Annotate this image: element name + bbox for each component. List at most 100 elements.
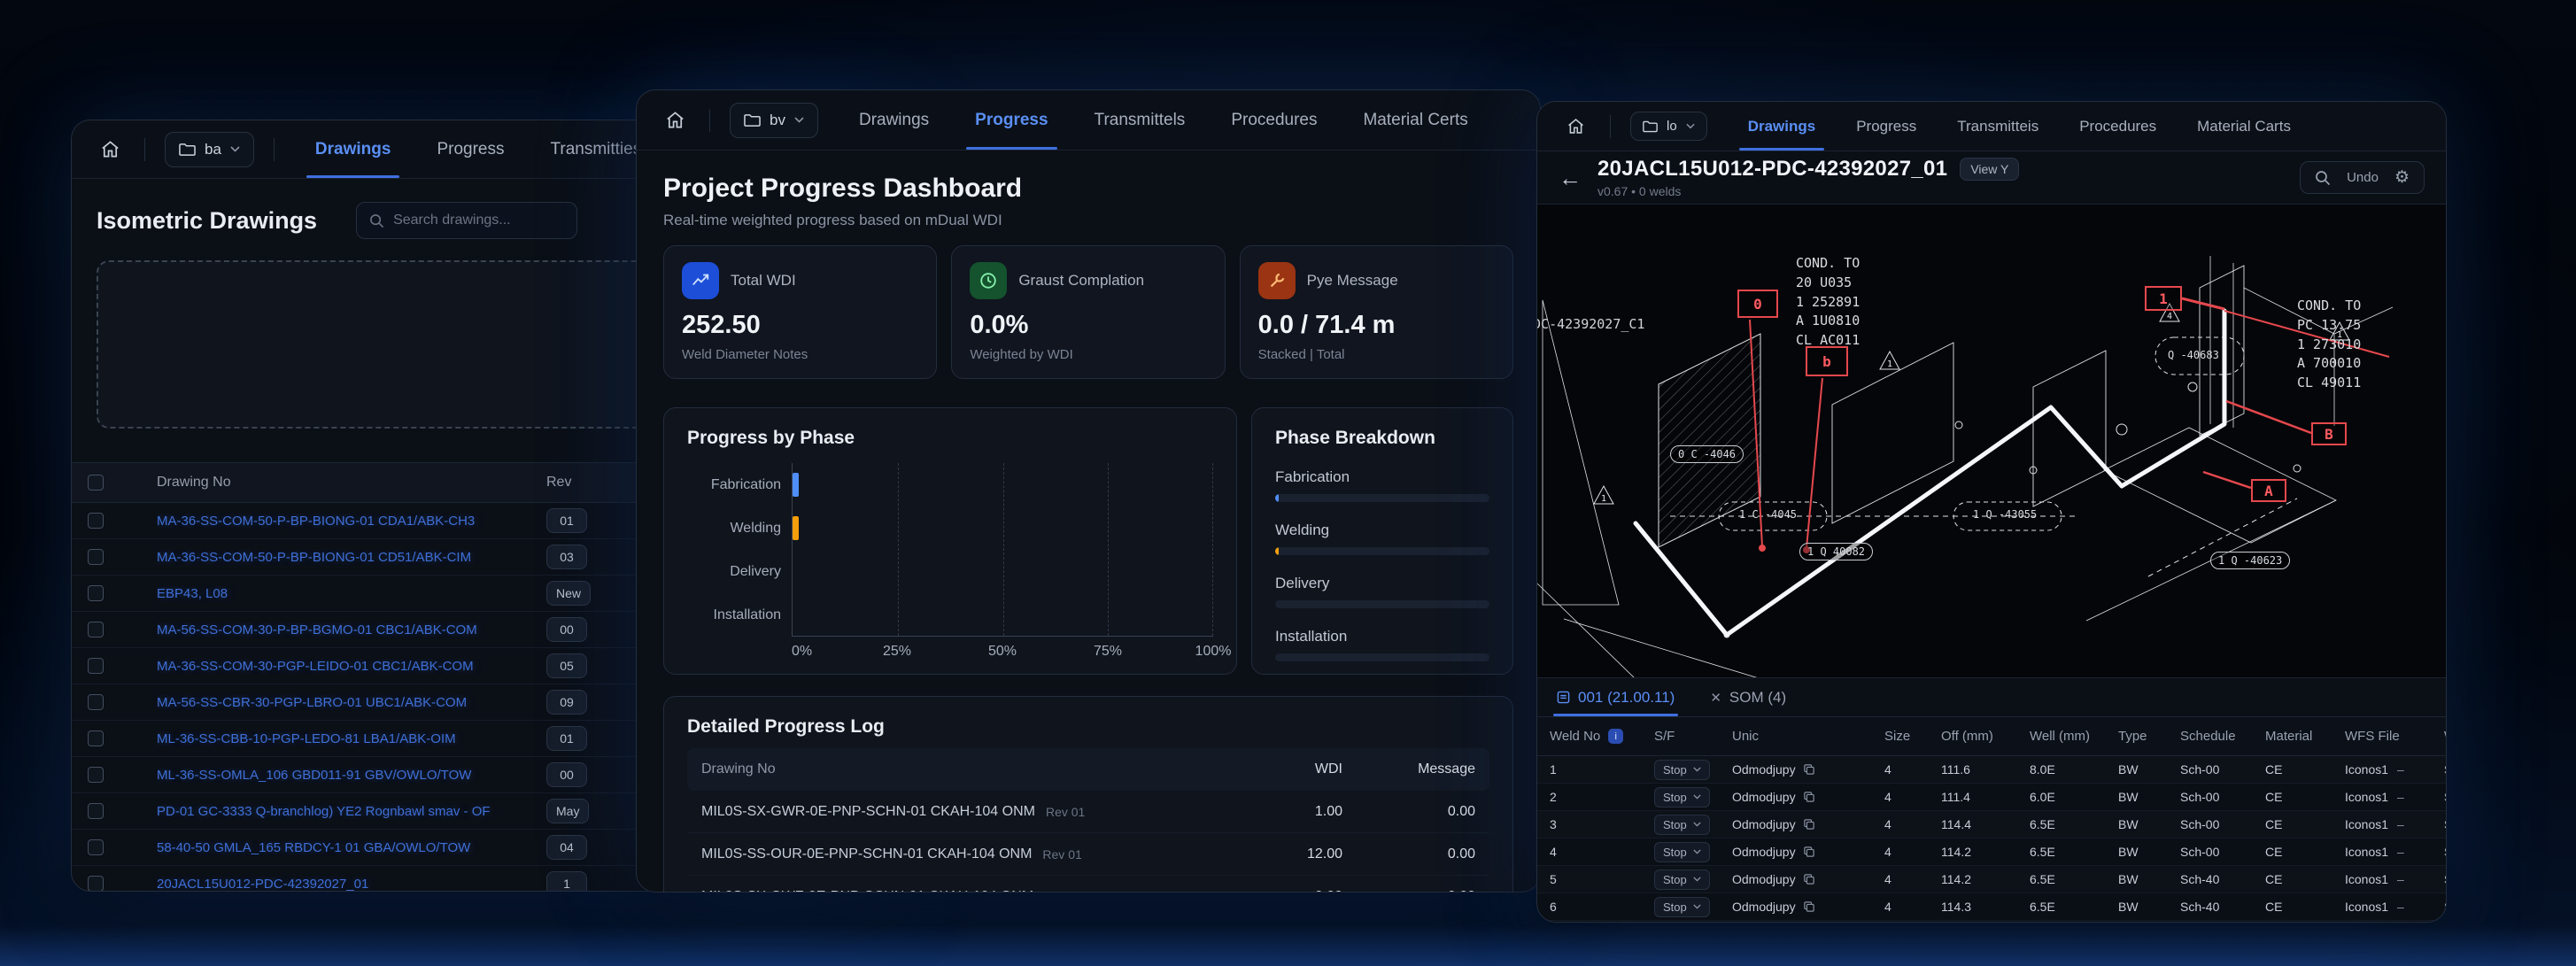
drawing-title: 20JACL15U012-PDC-42392027_01 [1597, 157, 1948, 181]
sheet-tab-active[interactable]: 001 (21.00.11) [1552, 678, 1679, 716]
project-folder-dropdown[interactable]: ba [165, 131, 254, 167]
weld-row[interactable]: 4 Stop Odmodjupy 4 114.2 6.5E BW Sch-00 … [1537, 838, 2446, 866]
sf-select[interactable]: Stop [1654, 869, 1710, 890]
tab-progress[interactable]: Progress [437, 139, 505, 158]
copy-icon[interactable] [1803, 901, 1814, 912]
log-row[interactable]: MIL0S-SX-GWR-0E-PNP-SCHN-01 CKAH-104 ONM… [687, 791, 1489, 833]
tab-drawings[interactable]: Drawings [858, 110, 930, 129]
tab-material-certs[interactable]: Material Certs [1363, 110, 1468, 129]
weld-row[interactable]: 6 Stop Odmodjupy 4 114.3 6.5E BW Sch-40 … [1537, 893, 2446, 921]
drawing-number-link[interactable]: MA-56-SS-CBR-30-PGP-LBRO-01 UBC1/ABK-COM [157, 694, 468, 710]
col-schedule: Schedule [2180, 729, 2236, 744]
tab-transmittals[interactable]: Transmitties [550, 139, 642, 158]
row-checkbox[interactable] [88, 694, 104, 710]
weld-row[interactable]: 1 Stop Odmodjupy 4 111.6 8.0E BW Sch-00 … [1537, 756, 2446, 784]
project-folder-dropdown[interactable]: bv [730, 102, 818, 138]
folder-icon [744, 113, 761, 127]
col-off: Off (mm) [1941, 729, 1993, 744]
log-row[interactable]: MIL0S-SS-OUR-0E-PNP-SCHN-01 CKAH-104 ONM… [687, 833, 1489, 876]
drawing-number-link[interactable]: MA-36-SS-COM-50-P-BP-BIONG-01 CDA1/ABK-C… [157, 513, 476, 529]
drawing-number-link[interactable]: 58-40-50 GMLA_165 RBDCY-1 01 GBA/OWLO/TO… [157, 839, 471, 855]
row-checkbox[interactable] [88, 585, 104, 601]
weld-row[interactable]: 3 Stop Odmodjupy 4 114.4 6.5E BW Sch-00 … [1537, 811, 2446, 838]
size-value: 4 [1884, 790, 1891, 804]
tab-progress[interactable]: Progress [966, 90, 1057, 150]
x-tick: 0% [792, 644, 813, 659]
close-icon[interactable]: ✕ [1710, 690, 1721, 706]
continuation-note: COND. TO 20 U035 1 252891 A 1U0810 CL AC… [1796, 255, 1860, 348]
tab-material-certs[interactable]: Material Carts [2197, 117, 2291, 135]
folder-icon [1643, 120, 1658, 132]
log-wdi-value: 0.00 [1227, 889, 1342, 893]
sf-select[interactable]: Stop [1654, 786, 1710, 808]
weld-no: 6 [1550, 900, 1557, 914]
drawing-number-link[interactable]: EBP43, L08 [157, 585, 228, 601]
sf-select[interactable]: Stop [1654, 759, 1710, 780]
row-checkbox[interactable] [88, 513, 104, 529]
drawing-number-link[interactable]: ML-36-SS-CBB-10-PGP-LEDO-81 LBA1/ABK-OIM [157, 730, 456, 746]
row-checkbox[interactable] [88, 767, 104, 783]
drawing-number-link[interactable]: MA-56-SS-COM-30-P-BP-BGMO-01 CBC1/ABK-CO… [157, 622, 477, 638]
chevron-down-icon [1693, 877, 1701, 882]
gear-icon[interactable]: ⚙ [2394, 168, 2410, 187]
weld-callout[interactable]: B [2311, 422, 2347, 445]
row-checkbox[interactable] [88, 803, 104, 819]
row-checkbox[interactable] [88, 839, 104, 855]
weld-callout[interactable]: 0 [1737, 290, 1778, 318]
drawing-number-link[interactable]: MA-36-SS-COM-30-PGP-LEIDO-01 CBC1/ABK-CO… [157, 658, 474, 674]
select-all-checkbox[interactable] [88, 475, 104, 491]
stat-value: 252.50 [682, 311, 761, 339]
search-icon[interactable] [2315, 170, 2331, 186]
weld-callout[interactable]: A [2251, 479, 2286, 502]
col-size: Size [1884, 729, 1911, 744]
tab-drawings[interactable]: Drawings [1738, 102, 1824, 151]
tab-procedures[interactable]: Procedures [1231, 110, 1318, 129]
sf-select[interactable]: Stop [1654, 896, 1710, 917]
home-icon[interactable] [660, 105, 690, 135]
home-icon[interactable] [95, 135, 125, 165]
view-badge[interactable]: View Y [1960, 158, 2020, 181]
drawing-canvas[interactable]: 1 1 4 1 PDC-42392027_C1 CO [1537, 205, 2446, 678]
row-checkbox[interactable] [88, 549, 104, 565]
sf-select[interactable]: Stop [1654, 841, 1710, 862]
pipe-run [1633, 308, 2227, 638]
back-arrow-icon[interactable]: ← [1559, 164, 1582, 191]
copy-icon[interactable] [1803, 874, 1814, 885]
home-icon[interactable] [1560, 112, 1590, 142]
tab-transmittals[interactable]: Transmittels [1094, 110, 1186, 129]
chevron-down-icon [1693, 822, 1701, 827]
log-row[interactable]: MIL2S-SX-OWF-0E-PNP-SCHN-01 CKAH-104 ONM… [687, 876, 1489, 893]
document-header: ← 20JACL15U012-PDC-42392027_01 View Y v0… [1537, 151, 2446, 205]
drawing-number-link[interactable]: PD-01 GC-3333 Q-branchlog) YE2 Rognbawl … [157, 803, 491, 819]
chevron-down-icon [1693, 849, 1701, 854]
copy-icon[interactable] [1803, 846, 1814, 857]
row-checkbox[interactable] [88, 658, 104, 674]
page-title: Isometric Drawings [97, 206, 318, 234]
weld-row[interactable]: 2 Stop Odmodjupy 4 111.4 6.0E BW Sch-00 … [1537, 784, 2446, 811]
tab-progress[interactable]: Progress [1856, 117, 1917, 135]
undo-button[interactable]: Undo [2347, 170, 2379, 185]
well-value: 6.5E [2030, 872, 2055, 886]
copy-icon[interactable] [1803, 764, 1814, 775]
search-input[interactable]: Search drawings... [356, 202, 578, 239]
sheet-tab-som[interactable]: ✕ SOM (4) [1710, 678, 1786, 716]
copy-icon[interactable] [1803, 819, 1814, 830]
tab-transmittals[interactable]: Transmitteis [1957, 117, 2039, 135]
weld-callout[interactable]: b [1806, 346, 1848, 376]
tab-drawings[interactable]: Drawings [306, 120, 399, 178]
log-drawing-no: MIL2S-SX-OWF-0E-PNP-SCHN-01 CKAH-104 ONM [701, 889, 1033, 893]
row-checkbox[interactable] [88, 730, 104, 746]
info-icon[interactable]: i [1608, 729, 1624, 744]
weld-row[interactable]: 5 Stop Odmodjupy 4 114.2 6.5E BW Sch-40 … [1537, 866, 2446, 893]
copy-icon[interactable] [1803, 792, 1814, 802]
weld-callout[interactable]: 1 [2145, 286, 2182, 311]
drawing-number-link[interactable]: 20JACL15U012-PDC-42392027_01 [157, 876, 369, 892]
drawing-number-link[interactable]: ML-36-SS-OMLA_106 GBD011-91 GBV/OWLO/TOW [157, 767, 472, 783]
drawing-number-link[interactable]: MA-36-SS-COM-50-P-BP-BIONG-01 CD51/ABK-C… [157, 549, 472, 565]
row-checkbox[interactable] [88, 622, 104, 638]
folder-label: lo [1667, 119, 1677, 134]
project-folder-dropdown[interactable]: lo [1630, 112, 1707, 141]
sf-select[interactable]: Stop [1654, 814, 1710, 835]
tab-procedures[interactable]: Procedures [2079, 117, 2157, 135]
row-checkbox[interactable] [88, 876, 104, 891]
